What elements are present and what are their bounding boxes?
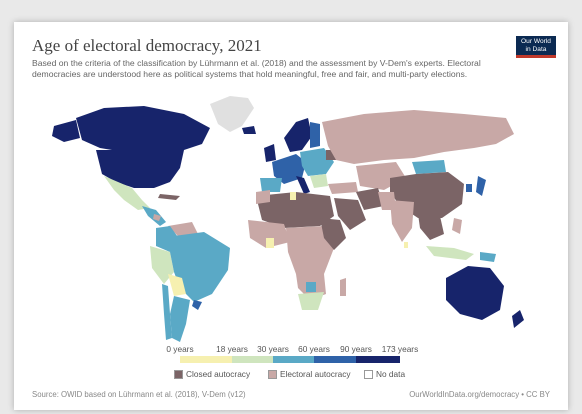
legend-tick-2: 30 years xyxy=(257,344,289,354)
legend-no-data[interactable]: No data xyxy=(364,368,405,380)
legend-electoral-autocracy[interactable]: Electoral autocracy xyxy=(268,368,351,380)
mongolia[interactable] xyxy=(412,160,446,174)
scandinavia[interactable] xyxy=(284,118,312,152)
logo-line-2: in Data xyxy=(525,46,547,53)
north-africa[interactable] xyxy=(256,192,334,228)
cuba[interactable] xyxy=(158,194,180,200)
south-africa[interactable] xyxy=(298,292,324,310)
greenland[interactable] xyxy=(210,96,254,132)
world-map[interactable] xyxy=(34,88,554,346)
central-africa[interactable] xyxy=(286,226,334,274)
legend-tick-4: 90 years xyxy=(340,344,372,354)
legend-segment-60-90[interactable] xyxy=(314,356,356,363)
southeast-asia[interactable] xyxy=(418,214,444,240)
chart-card: Age of electoral democracy, 2021 Based o… xyxy=(14,22,568,410)
new-zealand[interactable] xyxy=(512,310,524,328)
russia[interactable] xyxy=(322,110,514,164)
balkans[interactable] xyxy=(310,174,328,188)
no-data-label: No data xyxy=(376,369,406,379)
owid-logo[interactable]: Our World in Data xyxy=(516,36,556,58)
legend-segment-18-30[interactable] xyxy=(232,356,273,363)
source-note[interactable]: Source: OWID based on Lührmann et al. (2… xyxy=(32,390,246,399)
chile[interactable] xyxy=(162,284,172,340)
iberia[interactable] xyxy=(260,178,282,192)
saudi-arabia[interactable] xyxy=(334,198,366,230)
madagascar[interactable] xyxy=(340,278,346,296)
united-states[interactable] xyxy=(96,150,184,188)
legend-segment-30-60[interactable] xyxy=(273,356,314,363)
philippines[interactable] xyxy=(452,218,462,234)
legend-tick-3: 60 years xyxy=(298,344,330,354)
electoral-autocracy-swatch xyxy=(268,369,277,379)
nicaragua[interactable] xyxy=(153,214,161,221)
east-africa[interactable] xyxy=(320,218,346,250)
turkey[interactable] xyxy=(328,182,358,194)
eastern-europe[interactable] xyxy=(300,148,334,176)
india[interactable] xyxy=(390,200,414,242)
legend-segment-0-18[interactable] xyxy=(180,356,232,363)
closed-autocracy-label: Closed autocracy xyxy=(186,369,251,379)
iran[interactable] xyxy=(356,188,384,210)
brazil[interactable] xyxy=(170,232,230,302)
australia[interactable] xyxy=(446,266,504,320)
uruguay[interactable] xyxy=(192,300,202,310)
finland[interactable] xyxy=(310,122,320,148)
canada[interactable] xyxy=(76,106,210,152)
morocco[interactable] xyxy=(256,190,270,204)
credit-link[interactable]: OurWorldInData.org/democracy • CC BY xyxy=(409,390,550,399)
alaska[interactable] xyxy=(52,120,80,142)
legend-segment-90-173[interactable] xyxy=(356,356,400,363)
ghana[interactable] xyxy=(266,238,274,248)
legend-closed-autocracy[interactable]: Closed autocracy xyxy=(174,368,250,380)
legend: 0 years 18 years 30 years 60 years 90 ye… xyxy=(14,344,568,384)
legend-tick-1: 18 years xyxy=(216,344,248,354)
bolivia[interactable] xyxy=(168,274,186,296)
united-kingdom[interactable] xyxy=(264,144,276,162)
botswana[interactable] xyxy=(306,282,316,292)
indonesia[interactable] xyxy=(426,246,474,260)
legend-tick-5: 173 years xyxy=(381,344,419,354)
iceland[interactable] xyxy=(242,126,256,134)
legend-tick-0: 0 years xyxy=(166,344,194,354)
sri-lanka[interactable] xyxy=(404,242,408,248)
no-data-swatch xyxy=(364,369,373,379)
chart-subtitle: Based on the criteria of the classificat… xyxy=(32,58,481,79)
south-korea[interactable] xyxy=(466,184,472,192)
peru[interactable] xyxy=(150,246,174,284)
japan[interactable] xyxy=(476,176,486,196)
italy[interactable] xyxy=(296,176,310,194)
closed-autocracy-swatch xyxy=(174,369,183,379)
papua[interactable] xyxy=(480,252,496,262)
chart-title: Age of electoral democracy, 2021 xyxy=(32,36,262,55)
tunisia[interactable] xyxy=(290,192,296,200)
electoral-autocracy-label: Electoral autocracy xyxy=(280,369,351,379)
mexico[interactable] xyxy=(104,176,150,210)
logo-line-1: Our World xyxy=(521,38,551,45)
west-africa[interactable] xyxy=(248,220,290,248)
footer: Source: OWID based on Lührmann et al. (2… xyxy=(32,390,550,399)
argentina[interactable] xyxy=(170,296,190,342)
